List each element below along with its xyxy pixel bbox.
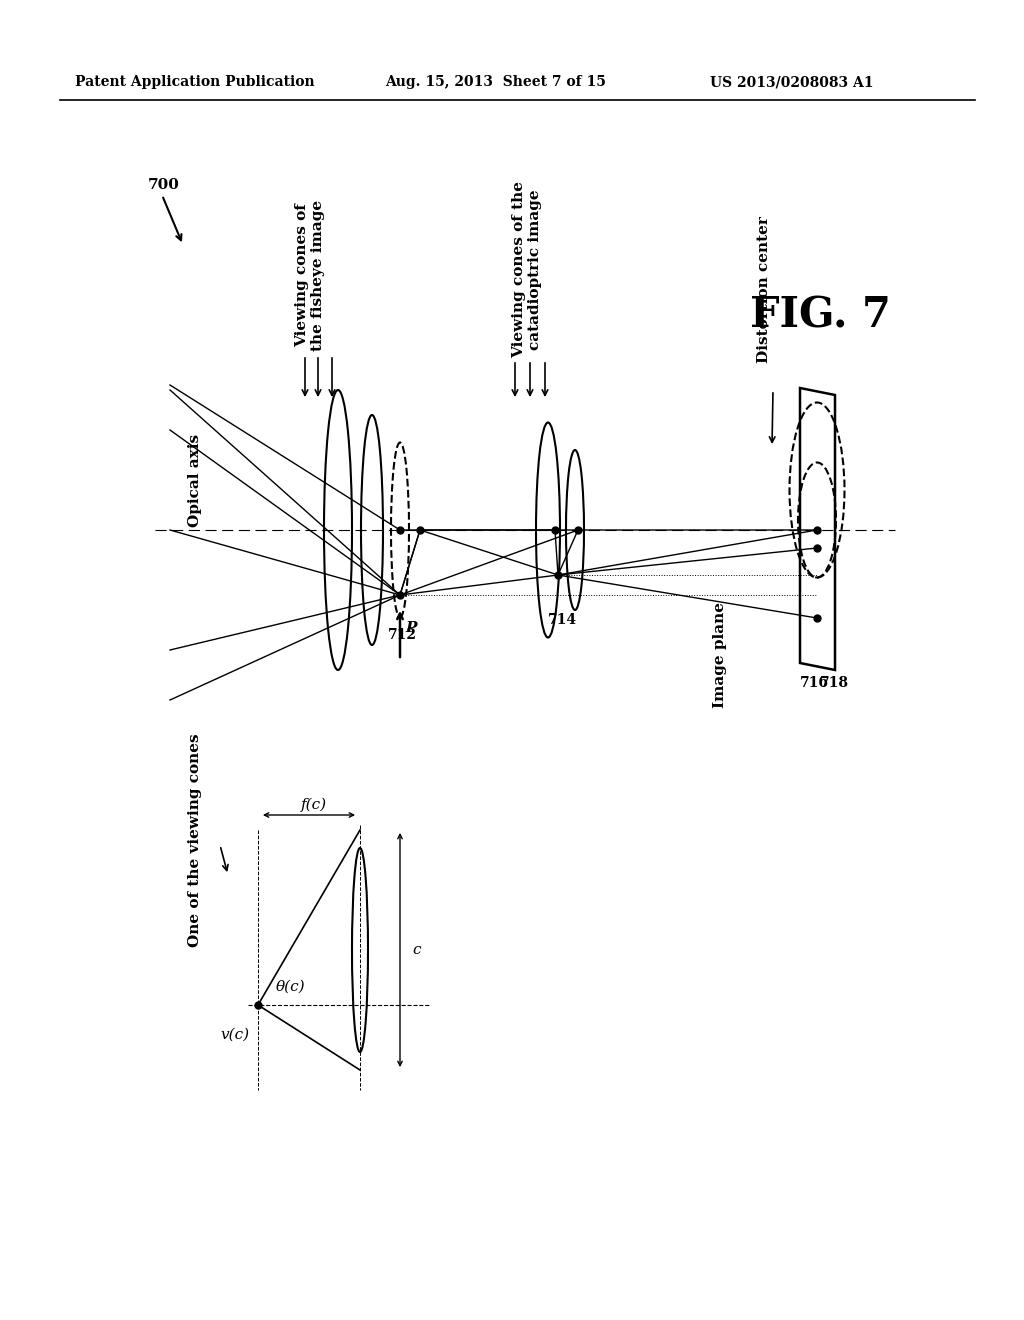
Text: One of the viewing cones: One of the viewing cones bbox=[188, 733, 202, 946]
Text: Patent Application Publication: Patent Application Publication bbox=[75, 75, 314, 88]
Text: US 2013/0208083 A1: US 2013/0208083 A1 bbox=[710, 75, 873, 88]
Text: 718: 718 bbox=[820, 676, 849, 690]
Text: f(c): f(c) bbox=[301, 797, 327, 812]
Text: Distortion center: Distortion center bbox=[757, 216, 771, 363]
Text: Image plane: Image plane bbox=[713, 602, 727, 708]
Text: θ(c): θ(c) bbox=[276, 979, 305, 994]
Text: FIG. 7: FIG. 7 bbox=[750, 294, 891, 337]
Text: v(c): v(c) bbox=[220, 1028, 249, 1041]
Text: 712: 712 bbox=[388, 628, 417, 642]
Text: Viewing cones of the
catadioptric image: Viewing cones of the catadioptric image bbox=[512, 181, 542, 359]
Text: 700: 700 bbox=[148, 178, 180, 191]
Text: P: P bbox=[406, 620, 417, 635]
Text: c: c bbox=[412, 942, 421, 957]
Text: Aug. 15, 2013  Sheet 7 of 15: Aug. 15, 2013 Sheet 7 of 15 bbox=[385, 75, 606, 88]
Text: Viewing cones of
the fisheye image: Viewing cones of the fisheye image bbox=[295, 199, 325, 351]
Text: Opical axis: Opical axis bbox=[188, 433, 202, 527]
Text: 714: 714 bbox=[548, 612, 578, 627]
Text: 716: 716 bbox=[800, 676, 829, 690]
